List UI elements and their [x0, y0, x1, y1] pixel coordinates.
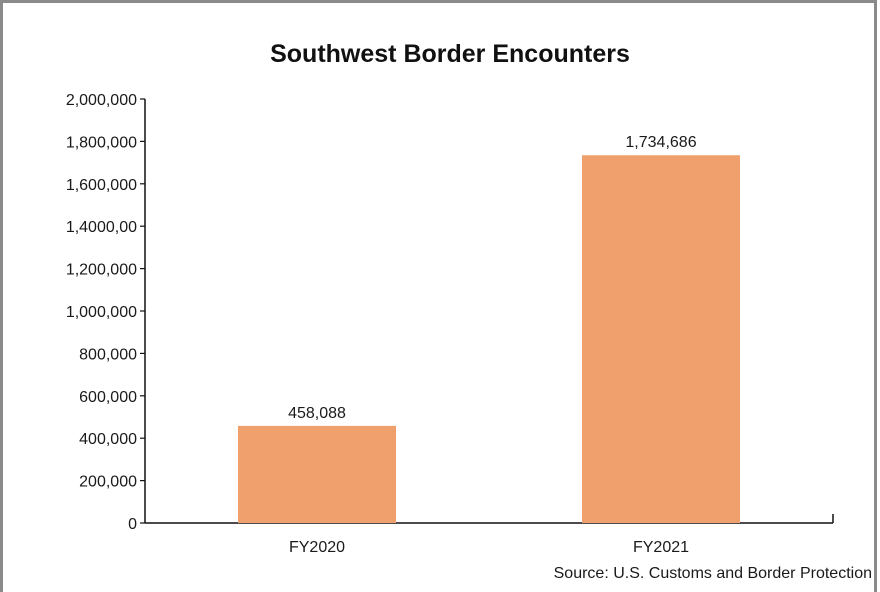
- y-tick-label: 0: [128, 516, 137, 533]
- y-tick-label: 1,4000,00: [66, 219, 137, 236]
- bar-fy2020: [238, 425, 396, 523]
- y-axis-ticks: 0 200,000 400,000 600,000 800,000 1,000,000 1,…: [66, 92, 145, 533]
- y-tick-label: 400,000: [79, 431, 137, 448]
- y-tick-label: 2,000,000: [66, 92, 137, 109]
- y-tick-label: 1,600,000: [66, 177, 137, 194]
- y-tick-label: 1,000,000: [66, 304, 137, 321]
- chart-title: Southwest Border Encounters: [270, 40, 630, 68]
- x-axis-labels: FY2020 FY2021: [289, 539, 689, 556]
- data-label-fy2021: 1,734,686: [625, 134, 696, 151]
- y-tick-label: 1,800,000: [66, 134, 137, 151]
- bars: 458,088 1,734,686: [238, 134, 740, 523]
- y-tick-label: 200,000: [79, 474, 137, 491]
- x-tick-label: FY2020: [289, 539, 345, 556]
- x-tick-label: FY2021: [633, 539, 689, 556]
- source-note: Source: U.S. Customs and Border Protecti…: [553, 565, 872, 582]
- y-tick-label: 1,200,000: [66, 262, 137, 279]
- y-tick-label: 600,000: [79, 389, 137, 406]
- y-tick-label: 800,000: [79, 346, 137, 363]
- bar-fy2021: [582, 155, 740, 523]
- data-label-fy2020: 458,088: [288, 405, 346, 422]
